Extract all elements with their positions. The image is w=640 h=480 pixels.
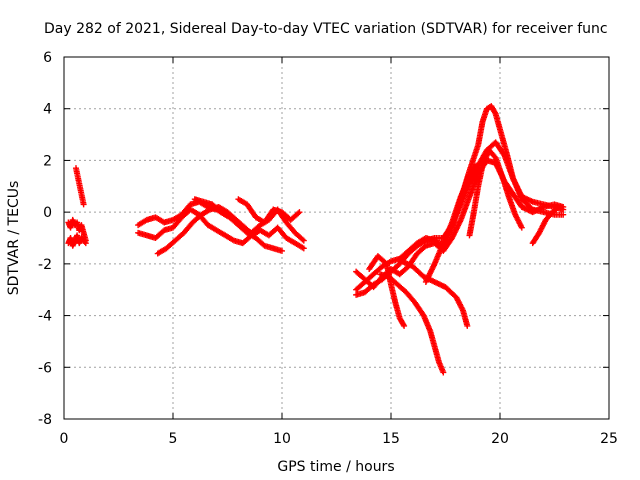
x-tick-label: 10: [273, 431, 291, 447]
x-tick-label: 25: [600, 431, 618, 447]
data-point: [80, 201, 87, 208]
series-late-h: [466, 147, 525, 239]
series-early-a: [72, 165, 87, 208]
y-tick-label: -8: [38, 412, 52, 428]
data-point: [518, 224, 525, 231]
x-tick-labels: 0 5 10 15 20 25: [60, 431, 618, 447]
x-tick-label: 15: [382, 431, 400, 447]
data-point: [491, 109, 498, 116]
data-point: [555, 203, 562, 210]
data-point: [295, 210, 302, 217]
y-tick-label: 4: [43, 102, 52, 118]
series-mid-b: [135, 206, 307, 252]
grid-lines: [64, 57, 609, 419]
data-point: [560, 211, 567, 218]
series-early-c: [65, 232, 89, 249]
series-mid-d: [191, 196, 285, 254]
x-tick-label: 0: [60, 431, 69, 447]
data-point: [299, 236, 306, 243]
y-tick-label: 0: [43, 205, 52, 221]
data-point: [81, 238, 88, 245]
y-tick-labels: -8 -6 -4 -2 0 2 4 6: [38, 50, 52, 428]
series-late-i: [529, 203, 562, 247]
y-tick-label: 6: [43, 50, 52, 66]
y-tick-label: -4: [38, 309, 52, 325]
data-point: [400, 321, 407, 328]
series-mid-a: [135, 198, 307, 244]
y-tick-label: -2: [38, 257, 52, 273]
series-late-d: [366, 253, 408, 329]
data-point: [300, 245, 307, 252]
series-mid-e: [235, 196, 303, 226]
data-point: [296, 209, 303, 216]
data-point: [82, 240, 89, 247]
x-tick-label: 5: [169, 431, 178, 447]
data-point: [401, 322, 408, 329]
data-points: [65, 103, 567, 376]
data-point: [472, 163, 479, 170]
axis-ticks: [63, 56, 610, 420]
plot-frame: [63, 56, 610, 420]
data-point: [440, 369, 447, 376]
series-late-g: [422, 162, 480, 285]
chart-title: Day 282 of 2021, Sidereal Day-to-day VTE…: [44, 21, 608, 37]
data-point: [279, 247, 285, 254]
y-tick-label: 2: [43, 153, 52, 169]
y-tick-label: -6: [38, 360, 52, 376]
data-point: [464, 322, 471, 329]
x-tick-label: 20: [491, 431, 509, 447]
series-late-e: [377, 271, 447, 376]
y-axis-label: SDTVAR / TECUs: [6, 181, 22, 296]
data-point: [473, 162, 480, 169]
x-axis-label: GPS time / hours: [277, 459, 394, 475]
data-point: [300, 237, 307, 244]
